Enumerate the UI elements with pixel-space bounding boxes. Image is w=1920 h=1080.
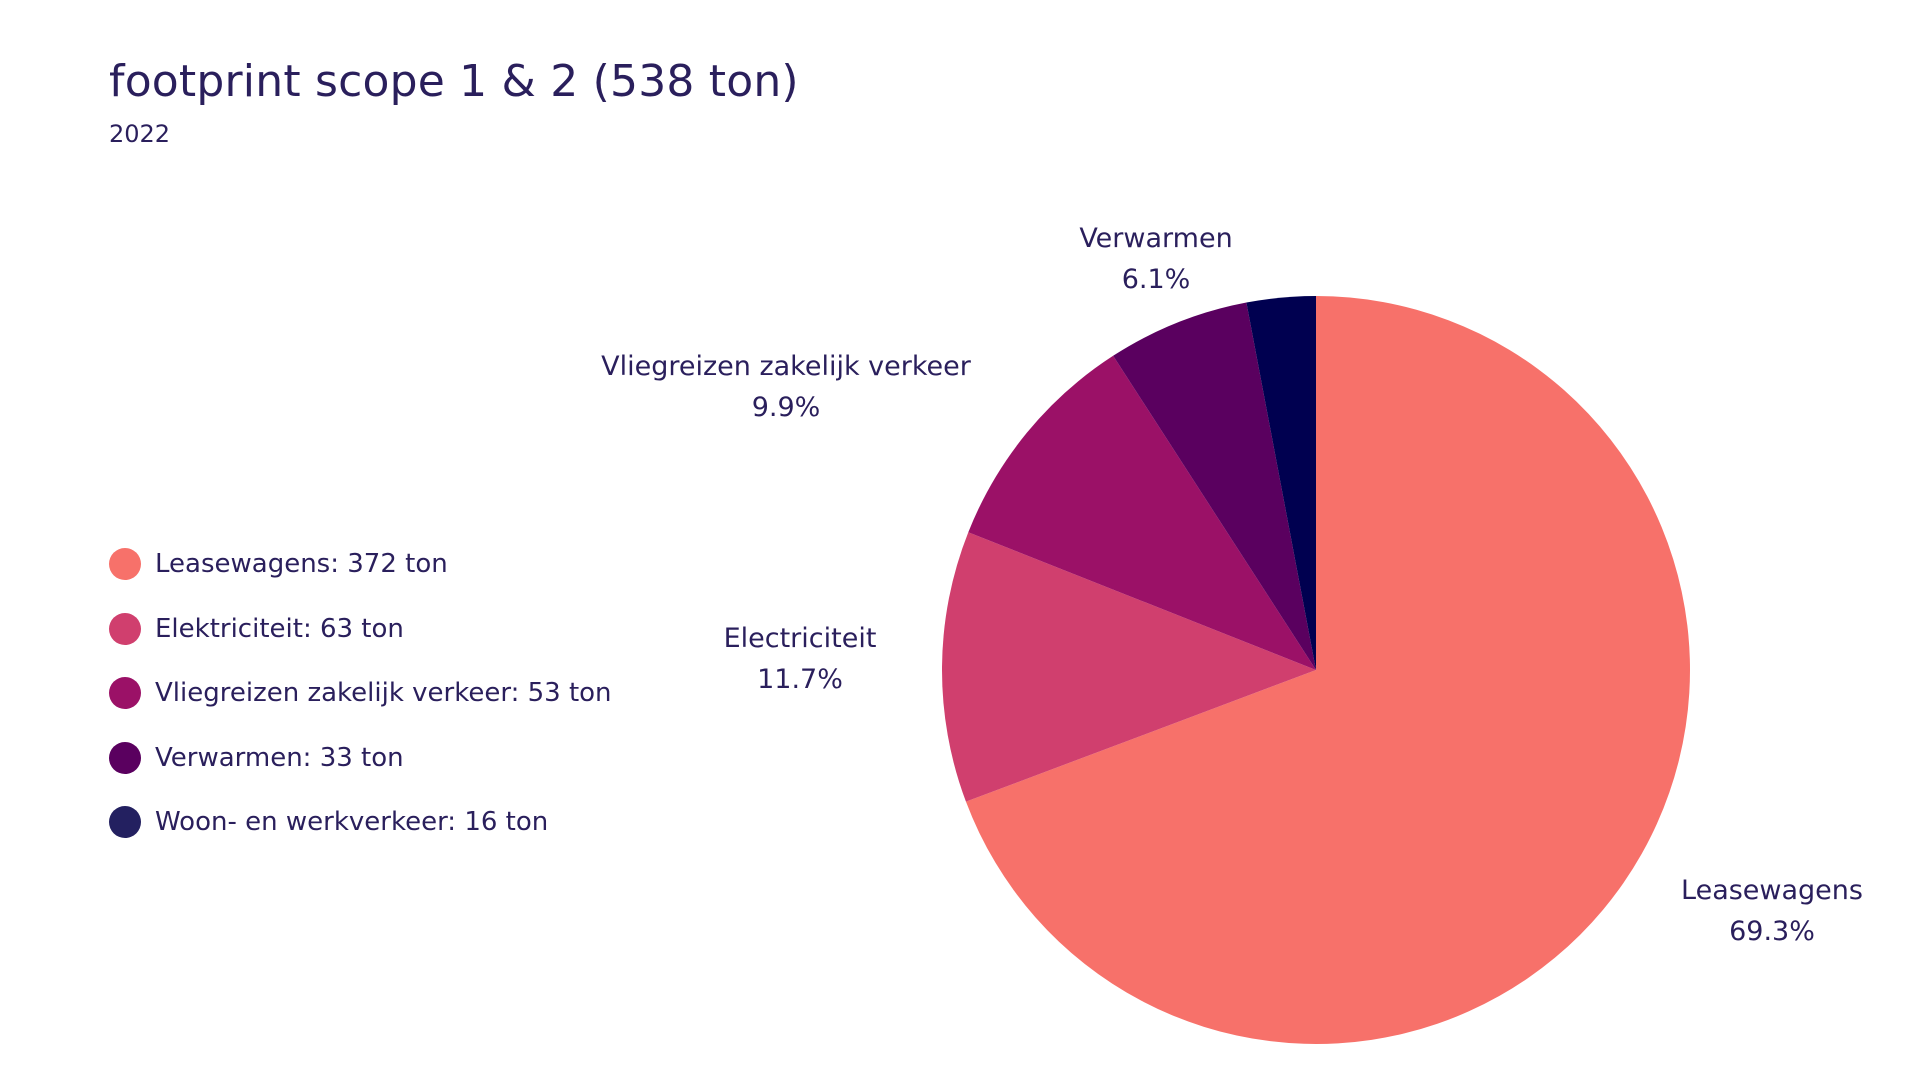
- legend-swatch-vliegreizen: [109, 677, 141, 709]
- slice-percent-vliegreizen-zakelijk-verkeer: 9.9%: [752, 392, 821, 423]
- pie-slice-woon-en-werkverkeer: [1246, 296, 1316, 670]
- legend-label-verwarmen: Verwarmen: 33 ton: [155, 742, 404, 773]
- chart-legend: Leasewagens: 372 ton Elektriciteit: 63 t…: [109, 544, 612, 867]
- legend-label-vliegreizen: Vliegreizen zakelijk verkeer: 53 ton: [155, 678, 612, 708]
- pie-slice-vliegreizen-zakelijk-verkeer: [968, 355, 1316, 670]
- legend-swatch-verwarmen: [109, 741, 141, 774]
- slice-percent-leasewagens: 69.3%: [1729, 916, 1815, 947]
- legend-item-woon-werkverkeer: Woon- en werkverkeer: 16 ton: [109, 802, 612, 842]
- slice-label-vliegreizen-zakelijk-verkeer: Vliegreizen zakelijk verkeer: [601, 351, 972, 382]
- legend-item-verwarmen: Verwarmen: 33 ton: [109, 738, 612, 778]
- slice-percent-verwarmen: 6.1%: [1122, 264, 1191, 295]
- chart-subtitle: 2022: [109, 120, 171, 148]
- legend-label-elektriciteit: Elektriciteit: 63 ton: [155, 613, 404, 644]
- pie-slice-electriciteit: [942, 532, 1316, 802]
- legend-label-leasewagens: Leasewagens: 372 ton: [155, 549, 448, 579]
- pie-slice-verwarmen: [1113, 302, 1316, 670]
- legend-item-vliegreizen: Vliegreizen zakelijk verkeer: 53 ton: [109, 673, 612, 713]
- legend-swatch-elektriciteit: [109, 612, 141, 645]
- slice-label-verwarmen: Verwarmen: [1079, 223, 1232, 254]
- legend-swatch-leasewagens: [109, 548, 141, 580]
- legend-swatch-woon-werkverkeer: [109, 806, 141, 838]
- legend-item-leasewagens: Leasewagens: 372 ton: [109, 544, 612, 584]
- legend-item-elektriciteit: Elektriciteit: 63 ton: [109, 609, 612, 649]
- slice-label-leasewagens: Leasewagens: [1681, 875, 1863, 906]
- pie-slice-leasewagens: [965, 296, 1690, 1044]
- slice-label-electriciteit: Electriciteit: [724, 623, 877, 654]
- legend-label-woon-werkverkeer: Woon- en werkverkeer: 16 ton: [155, 807, 549, 837]
- chart-title: footprint scope 1 & 2 (538 ton): [109, 56, 799, 107]
- slice-percent-electriciteit: 11.7%: [757, 664, 843, 695]
